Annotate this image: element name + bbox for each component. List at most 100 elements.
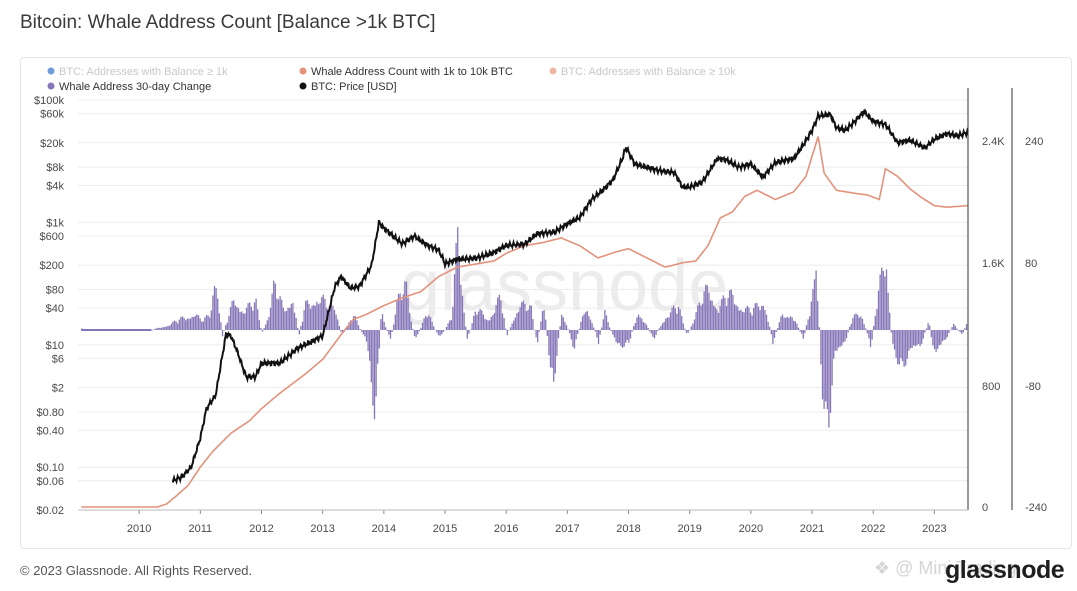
- change-bar: [601, 327, 603, 330]
- change-bar: [796, 323, 798, 330]
- change-bar: [359, 329, 361, 330]
- change-bar: [319, 303, 321, 330]
- change-bar: [911, 330, 913, 349]
- change-bar: [586, 311, 588, 330]
- change-bar: [549, 330, 552, 368]
- change-bar: [948, 330, 950, 334]
- change-bar: [892, 330, 894, 344]
- legend-label: BTC: Addresses with Balance ≥ 10k: [561, 66, 736, 78]
- change-bar: [666, 317, 668, 330]
- change-bar: [793, 320, 795, 330]
- change-bar: [961, 330, 963, 334]
- change-bar: [561, 314, 563, 330]
- change-bar: [252, 310, 254, 330]
- change-bar: [903, 330, 905, 367]
- price-tick-label: $20k: [40, 138, 64, 150]
- change-bar: [311, 305, 313, 330]
- change-bar: [188, 318, 190, 330]
- change-bar: [244, 313, 246, 330]
- change-bar: [916, 330, 918, 346]
- change-bar: [466, 330, 468, 339]
- change-bar: [721, 299, 723, 330]
- change-bar: [453, 274, 456, 330]
- legend: BTC: Addresses with Balance ≥ 1k Whale Ad…: [47, 66, 736, 93]
- change-bar: [957, 330, 960, 331]
- change-bar: [413, 330, 416, 336]
- change-bar: [732, 294, 734, 330]
- change-bar: [458, 260, 460, 330]
- change-bar: [668, 317, 670, 330]
- legend-marker: [47, 67, 55, 75]
- change-bar: [617, 330, 619, 344]
- legend-marker: [299, 82, 307, 90]
- legend-label: BTC: Addresses with Balance ≥ 1k: [59, 66, 228, 78]
- price-tick-label: $4k: [46, 181, 64, 193]
- change-bar: [186, 318, 188, 330]
- change-bar: [388, 330, 390, 335]
- change-bar: [516, 313, 518, 330]
- x-tick-label: 2018: [616, 523, 640, 535]
- change-bar: [266, 320, 268, 330]
- change-bar: [444, 329, 446, 331]
- price-tick-label: $60k: [40, 109, 64, 121]
- change-bar: [906, 330, 908, 359]
- change-bar: [825, 330, 827, 402]
- change-bar: [161, 327, 163, 330]
- change-bar: [687, 330, 689, 333]
- change-bar: [329, 306, 331, 330]
- change-bar: [741, 311, 744, 330]
- change-bar: [269, 307, 272, 330]
- change-bar: [569, 330, 571, 334]
- change-bar: [397, 293, 400, 330]
- change-bar: [743, 312, 745, 330]
- change-bar: [565, 325, 568, 330]
- change-bar: [386, 330, 388, 331]
- change-bar: [457, 227, 459, 330]
- change-bar: [317, 304, 320, 330]
- change-bar: [268, 317, 270, 330]
- change-bar: [410, 321, 412, 330]
- change-bar: [877, 290, 880, 330]
- change-tick-label: -240: [1025, 502, 1047, 514]
- change-bar: [874, 315, 876, 330]
- change-bar: [393, 324, 395, 330]
- change-bar: [847, 330, 849, 333]
- change-bar: [233, 300, 235, 330]
- count-tick-label: 1.6K: [982, 258, 1005, 270]
- price-tick-label: $0.02: [36, 505, 64, 517]
- change-bar: [156, 328, 158, 330]
- change-bar: [250, 306, 252, 330]
- change-bar: [788, 317, 790, 330]
- change-bar: [519, 307, 521, 330]
- series-lines: [81, 108, 969, 508]
- change-bar: [789, 316, 792, 330]
- change-bar: [249, 302, 251, 330]
- change-bar: [481, 310, 483, 330]
- change-bar: [833, 330, 835, 359]
- change-bar: [621, 330, 624, 348]
- change-bar: [636, 317, 638, 330]
- change-bar: [716, 309, 718, 330]
- change-bar: [725, 306, 728, 330]
- change-bar: [629, 330, 632, 339]
- change-bar: [873, 325, 875, 330]
- change-bar: [364, 330, 366, 337]
- change-bar: [492, 315, 494, 330]
- change-bar: [959, 330, 961, 333]
- change-bar: [529, 305, 531, 330]
- change-bar: [869, 330, 872, 348]
- change-bar: [649, 330, 651, 332]
- change-bar: [791, 317, 793, 330]
- change-bar: [385, 327, 387, 330]
- change-bar: [759, 310, 761, 330]
- change-bar: [913, 330, 915, 346]
- change-bar: [554, 330, 556, 374]
- change-bar: [500, 300, 502, 330]
- change-bar: [199, 318, 201, 330]
- change-bar: [591, 323, 593, 330]
- change-bar: [589, 319, 592, 330]
- change-bar: [415, 330, 417, 338]
- change-bar: [279, 296, 281, 330]
- change-bar: [498, 294, 500, 330]
